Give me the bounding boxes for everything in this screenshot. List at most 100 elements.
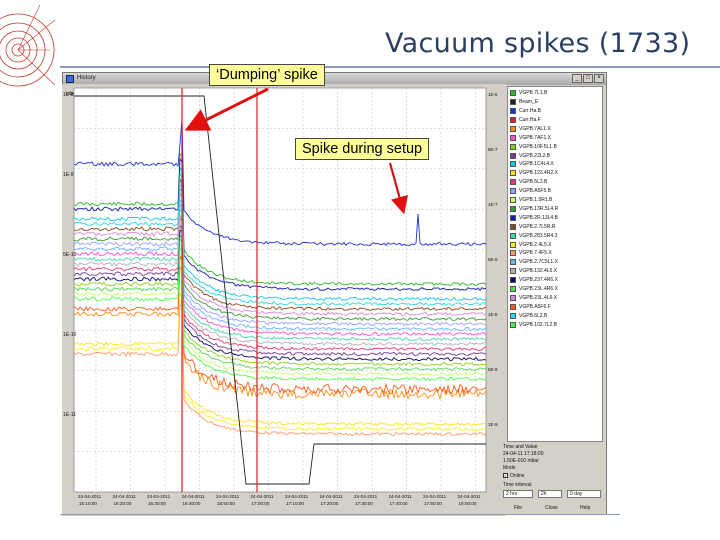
legend-item[interactable]: VGPB.2.7C5L1.X: [510, 258, 602, 267]
x-tick-time: 18:00:00: [459, 501, 477, 506]
menu-file[interactable]: File: [514, 505, 523, 511]
y-tick-right-label: 5E-7: [488, 147, 498, 152]
x-tick-time: 17:30:00: [355, 501, 373, 506]
series-line-15: [73, 157, 487, 292]
x-tick-date: 24-04-2011: [354, 494, 378, 499]
legend-item[interactable]: VGPB.283.5R4.3: [510, 231, 602, 240]
legend-item[interactable]: VGPB.6L2.B: [510, 312, 602, 321]
legend-label: VGPB.6L2.B: [519, 312, 548, 319]
logo: [0, 4, 56, 87]
window-controls: _ □ ×: [572, 74, 604, 83]
series-line-8: [73, 224, 487, 357]
window-titlebar[interactable]: History: [63, 73, 606, 85]
legend-item[interactable]: Curr.Ha.B: [510, 107, 602, 116]
legend-item[interactable]: VGPB.7AL1.X: [510, 125, 602, 134]
series-line-22: [73, 229, 487, 362]
minimize-button[interactable]: _: [572, 74, 582, 83]
title-divider: [60, 66, 720, 68]
series-line-12: [73, 191, 487, 327]
legend-item[interactable]: VGPB.5L3.B: [510, 178, 602, 187]
window-title: History: [77, 75, 96, 81]
menu-close[interactable]: Close: [545, 505, 558, 511]
series-line-7: [73, 234, 487, 366]
legend-label: VGPB.22L2.B: [519, 152, 551, 159]
legend-swatch: [510, 188, 516, 195]
legend-item[interactable]: VGPB.7AF1.X: [510, 134, 602, 143]
legend-swatch: [510, 90, 516, 97]
legend-swatch: [510, 241, 516, 248]
legend-label: VGPB.123.4R2.X: [519, 170, 558, 177]
y-tick-right-label: 1E-7: [488, 202, 498, 207]
y-tick-left-label: 1E-10: [63, 332, 77, 338]
legend-item[interactable]: VGPB.13R.5L4.R: [510, 205, 602, 214]
interval-count-field[interactable]: 2h: [538, 490, 562, 498]
x-tick-date: 24-04-2011: [285, 494, 309, 499]
info-time: 24-04-11 17:18:00: [503, 451, 544, 457]
legend-item[interactable]: VGPB.237.4R6.X: [510, 276, 602, 285]
legend-swatch: [510, 143, 516, 150]
x-tick-date: 24-04-2011: [147, 494, 171, 499]
close-button[interactable]: ×: [594, 74, 604, 83]
online-checkbox[interactable]: ✓ Online: [503, 473, 524, 479]
legend-swatch: [510, 108, 516, 115]
legend-item[interactable]: VGPB.A5F5.B: [510, 187, 602, 196]
legend-item[interactable]: VGPB.23L.4R6.X: [510, 285, 602, 294]
legend-item[interactable]: Curr.Ha.F: [510, 116, 602, 125]
legend-swatch: [510, 116, 516, 123]
series-line-16: [73, 178, 486, 311]
legend-item[interactable]: VGPB.2.7L5R.R: [510, 223, 602, 232]
legend-item[interactable]: VGPB.7L1.B: [510, 89, 602, 98]
maximize-button[interactable]: □: [583, 74, 593, 83]
interval-unit-select[interactable]: 0 day: [567, 490, 601, 498]
series-line-26: [73, 173, 487, 307]
legend-item[interactable]: VGPB.22L2.B: [510, 151, 602, 160]
legend-item[interactable]: VGPB.23L.4L6.X: [510, 294, 602, 303]
legend-swatch: [510, 321, 516, 328]
series-line-9: [73, 166, 487, 302]
legend-swatch: [510, 170, 516, 177]
legend-item[interactable]: VGPB.A5F6.F: [510, 303, 602, 312]
legend-label: VGPB.237.4R6.X: [519, 277, 558, 284]
legend-swatch: [510, 161, 516, 168]
legend-swatch: [510, 223, 516, 230]
app-icon: [66, 75, 74, 83]
legend-swatch: [510, 197, 516, 204]
x-axis: 24-04-2011 15:10:00 24-04-2011 16:20:00 24-0…: [78, 494, 481, 506]
legend-label: VGPB.A5F6.F: [519, 303, 551, 310]
legend-item[interactable]: VGPB.2R.13L4.B: [510, 214, 602, 223]
legend-item[interactable]: VGPB.1.5R1.B: [510, 196, 602, 205]
series-line-13: [73, 243, 487, 377]
info-panel: Time and Value 24-04-11 17:18:00 1.50E-0…: [500, 444, 606, 514]
legend-item[interactable]: VGPB.1C4L4.X: [510, 160, 602, 169]
y-tick-right-label: 5E-9: [488, 367, 498, 372]
legend-item[interactable]: VGPB.2.4L5.X: [510, 240, 602, 249]
legend-swatch: [510, 179, 516, 186]
x-tick-date: 24-04-2011: [389, 494, 413, 499]
legend-swatch: [510, 205, 516, 212]
time-interval-label: Time interval: [503, 482, 532, 488]
dumping-spike-callout: ‘Dumping’ spike: [209, 64, 325, 86]
series-line-6: [73, 204, 487, 336]
legend-item[interactable]: VGPB.123.4R2.X: [510, 169, 602, 178]
series-lines: [73, 88, 487, 492]
checkbox-box[interactable]: ✓: [503, 473, 508, 479]
slide-title: Vacuum spikes (1733): [385, 28, 691, 59]
legend-swatch: [510, 152, 516, 159]
y-tick-left-label: 1E-11: [63, 412, 76, 418]
y-tick-right-label: 1E-6: [488, 92, 498, 97]
x-tick-date: 24-04-2011: [320, 494, 344, 499]
legend-item[interactable]: VGPB.132.4L6.X: [510, 267, 602, 276]
legend-item[interactable]: VGPB.7.4F5.X: [510, 249, 602, 258]
legend-swatch: [510, 232, 516, 239]
menu-help[interactable]: Help: [580, 505, 591, 511]
x-tick-date: 24-04-2011: [216, 494, 240, 499]
x-tick-date: 24-04-2011: [458, 494, 482, 499]
interval-select[interactable]: 2 hrs: [503, 490, 533, 498]
legend-item[interactable]: VGPB.10F.5L1.B: [510, 142, 602, 151]
series-line-23: [73, 237, 487, 372]
legend-list[interactable]: VGPB.7L1.B Beam_E Curr.Ha.B Curr.Ha.F VGPB.7…: [507, 86, 603, 442]
legend-item[interactable]: VGPB.102.7L2.B: [510, 320, 602, 329]
legend-item[interactable]: Beam_E: [510, 98, 602, 107]
